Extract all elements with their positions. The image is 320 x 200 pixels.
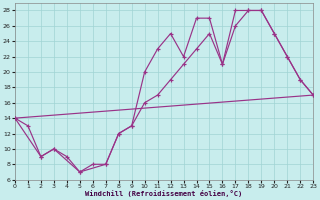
X-axis label: Windchill (Refroidissement éolien,°C): Windchill (Refroidissement éolien,°C) xyxy=(85,190,243,197)
